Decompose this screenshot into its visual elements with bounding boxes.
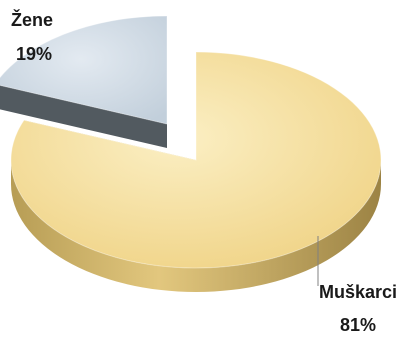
slice-zene-cut-face [0, 85, 167, 148]
slice-muskarci-side [11, 160, 381, 292]
slice-percent-muskarci: 81% [340, 315, 376, 335]
slice-percent-zene: 19% [16, 44, 52, 64]
slice-label-zene: Žene [11, 9, 53, 30]
slice-muskarci [10, 51, 382, 269]
slice-zene [0, 15, 168, 125]
slice-label-muskarci: Muškarci [319, 282, 397, 302]
